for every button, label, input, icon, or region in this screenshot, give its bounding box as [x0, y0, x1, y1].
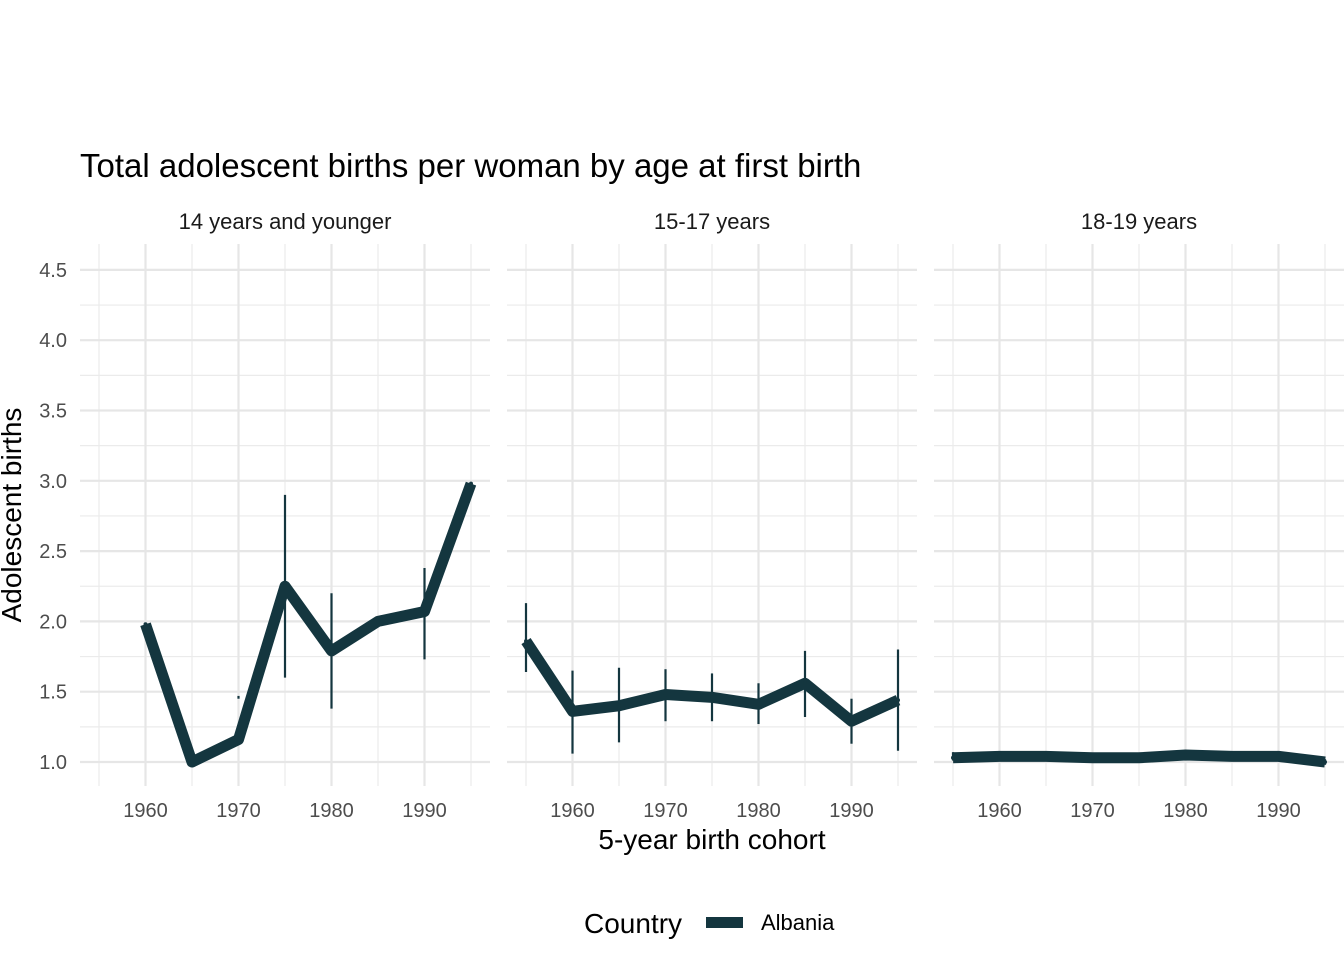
x-tick-label: 1990	[829, 800, 874, 822]
chart-title: Total adolescent births per woman by age…	[80, 147, 861, 184]
data-point	[803, 681, 807, 686]
data-point	[236, 737, 241, 742]
legend-title: Country	[584, 908, 682, 939]
data-point	[1323, 760, 1327, 764]
y-axis-title: Adolescent births	[0, 408, 27, 623]
data-point	[524, 639, 528, 644]
y-tick-label: 1.0	[39, 752, 67, 774]
data-point	[1183, 752, 1188, 757]
data-point	[1276, 754, 1281, 759]
facet-panel: 18-19 years 1960 1970 1980 1990	[934, 209, 1344, 822]
x-tick-label: 1960	[550, 800, 595, 822]
series-line-albania	[140, 481, 477, 768]
data-point	[190, 760, 194, 764]
facet-panel: 15-17 years 1960 1970 1980 1990	[507, 209, 917, 822]
data-point	[617, 703, 621, 708]
y-tick-label: 4.0	[39, 330, 67, 352]
data-point	[951, 755, 955, 760]
data-point	[997, 754, 1002, 759]
y-tick-label: 3.0	[39, 471, 67, 493]
data-point	[283, 584, 287, 589]
data-point	[663, 692, 668, 697]
facet-strip-label: 18-19 years	[1081, 209, 1197, 234]
data-point	[756, 702, 761, 707]
data-point	[1044, 754, 1048, 759]
y-tick-label: 2.0	[39, 611, 67, 633]
facet-panels: 14 years and younger 1960 1970 1980 1990 1.0 1…	[39, 209, 1344, 822]
data-point	[422, 609, 427, 614]
x-tick-label: 1970	[643, 800, 688, 822]
y-tick-label: 1.5	[39, 682, 67, 704]
x-tick-label: 1990	[402, 800, 447, 822]
data-point	[710, 695, 714, 700]
x-tick-label: 1970	[216, 800, 261, 822]
y-tick-label: 2.5	[39, 541, 67, 563]
x-tick-label: 1980	[309, 800, 354, 822]
data-point	[1137, 755, 1141, 760]
data-point	[376, 619, 380, 624]
x-tick-label: 1980	[736, 800, 781, 822]
x-axis-title: 5-year birth cohort	[598, 824, 825, 855]
data-point	[896, 698, 900, 703]
data-point	[329, 648, 334, 653]
data-point	[849, 719, 854, 724]
y-tick-label: 3.5	[39, 401, 67, 423]
data-point	[143, 622, 148, 627]
legend: Country Albania	[584, 908, 835, 939]
facet-strip-label: 15-17 years	[654, 209, 770, 234]
x-tick-label: 1960	[977, 800, 1022, 822]
x-tick-label: 1980	[1163, 800, 1208, 822]
data-point	[469, 481, 473, 486]
x-tick-label: 1970	[1070, 800, 1115, 822]
data-point	[1090, 755, 1095, 760]
y-tick-label: 4.5	[39, 260, 67, 282]
x-tick-label: 1990	[1256, 800, 1301, 822]
facet-strip-label: 14 years and younger	[179, 209, 392, 234]
data-point	[1230, 754, 1234, 759]
data-point	[570, 709, 575, 714]
facet-panel: 14 years and younger 1960 1970 1980 1990 1.0 1…	[39, 209, 490, 822]
legend-key-albania	[706, 917, 743, 928]
x-tick-label: 1960	[123, 800, 168, 822]
legend-label-albania: Albania	[761, 910, 835, 935]
